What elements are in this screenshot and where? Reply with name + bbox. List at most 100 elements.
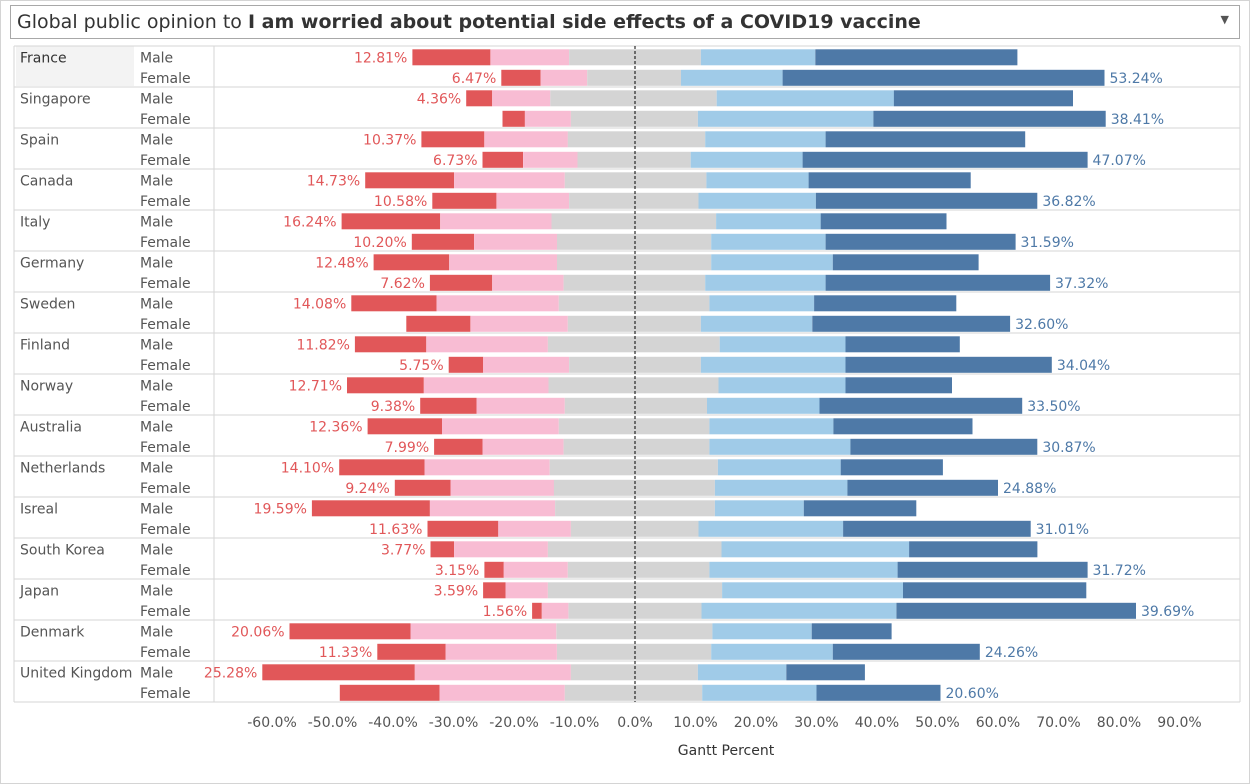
bar-segment-strong-agree[interactable] <box>825 131 1026 148</box>
bar-segment-disagree[interactable] <box>490 49 570 66</box>
bar-segment-neutral-neg[interactable] <box>570 110 635 127</box>
bar-segment-strong-agree[interactable] <box>897 561 1088 578</box>
bar-segment-strong-disagree[interactable] <box>420 397 477 414</box>
bar-segment-agree[interactable] <box>690 151 803 168</box>
bar-segment-strong-agree[interactable] <box>814 295 957 312</box>
bar-segment-neutral-neg[interactable] <box>563 438 635 455</box>
bar-segment-agree[interactable] <box>702 684 817 701</box>
bar-segment-neutral-pos[interactable] <box>635 192 699 209</box>
bar-segment-agree[interactable] <box>719 336 846 353</box>
bar-segment-agree[interactable] <box>712 623 812 640</box>
bar-segment-agree[interactable] <box>714 479 848 496</box>
bar-segment-disagree[interactable] <box>476 397 565 414</box>
bar-segment-strong-disagree[interactable] <box>354 336 427 353</box>
bar-segment-disagree[interactable] <box>440 213 552 230</box>
bar-segment-neutral-pos[interactable] <box>635 254 712 271</box>
bar-segment-disagree[interactable] <box>442 418 559 435</box>
bar-segment-strong-disagree[interactable] <box>373 254 450 271</box>
bar-segment-strong-agree[interactable] <box>847 479 998 496</box>
bar-segment-disagree[interactable] <box>454 172 565 189</box>
bar-segment-disagree[interactable] <box>541 602 569 619</box>
bar-segment-agree[interactable] <box>717 459 841 476</box>
bar-segment-neutral-neg[interactable] <box>553 479 635 496</box>
bar-segment-disagree[interactable] <box>483 356 569 373</box>
bar-segment-agree[interactable] <box>705 274 826 291</box>
bar-segment-neutral-neg[interactable] <box>567 561 635 578</box>
bar-segment-strong-agree[interactable] <box>811 623 892 640</box>
bar-segment-strong-disagree[interactable] <box>289 623 411 640</box>
bar-segment-disagree[interactable] <box>426 336 548 353</box>
bar-segment-strong-disagree[interactable] <box>448 356 484 373</box>
bar-segment-strong-disagree[interactable] <box>351 295 437 312</box>
bar-segment-neutral-neg[interactable] <box>567 131 635 148</box>
bar-segment-neutral-neg[interactable] <box>550 90 635 107</box>
bar-segment-neutral-pos[interactable] <box>635 233 712 250</box>
bar-segment-strong-agree[interactable] <box>786 664 865 681</box>
bar-segment-strong-disagree[interactable] <box>339 459 425 476</box>
bar-segment-neutral-neg[interactable] <box>569 49 635 66</box>
bar-segment-strong-agree[interactable] <box>896 602 1136 619</box>
bar-segment-disagree[interactable] <box>450 479 555 496</box>
bar-segment-neutral-neg[interactable] <box>564 684 635 701</box>
bar-segment-disagree[interactable] <box>540 69 588 86</box>
bar-segment-neutral-neg[interactable] <box>557 254 635 271</box>
bar-segment-agree[interactable] <box>711 254 833 271</box>
bar-segment-neutral-pos[interactable] <box>635 377 719 394</box>
bar-segment-disagree[interactable] <box>474 233 557 250</box>
bar-segment-agree[interactable] <box>700 49 816 66</box>
bar-segment-neutral-pos[interactable] <box>635 397 707 414</box>
bar-segment-neutral-pos[interactable] <box>635 336 720 353</box>
bar-segment-agree[interactable] <box>721 541 910 558</box>
bar-segment-strong-disagree[interactable] <box>411 233 475 250</box>
bar-segment-neutral-neg[interactable] <box>557 233 635 250</box>
bar-segment-disagree[interactable] <box>484 131 568 148</box>
bar-segment-disagree[interactable] <box>424 459 550 476</box>
bar-segment-neutral-pos[interactable] <box>635 684 703 701</box>
bar-segment-disagree[interactable] <box>470 315 568 332</box>
bar-segment-strong-disagree[interactable] <box>482 151 524 168</box>
bar-segment-strong-agree[interactable] <box>815 192 1038 209</box>
bar-segment-neutral-neg[interactable] <box>557 643 635 660</box>
bar-segment-strong-agree[interactable] <box>903 582 1087 599</box>
bar-segment-neutral-neg[interactable] <box>568 602 636 619</box>
bar-segment-neutral-pos[interactable] <box>635 520 699 537</box>
bar-segment-agree[interactable] <box>681 69 783 86</box>
bar-segment-strong-agree[interactable] <box>845 336 960 353</box>
bar-segment-neutral-pos[interactable] <box>635 418 710 435</box>
bar-segment-strong-disagree[interactable] <box>311 500 430 517</box>
bar-segment-strong-agree[interactable] <box>873 110 1106 127</box>
bar-segment-disagree[interactable] <box>429 500 556 517</box>
bar-segment-strong-disagree[interactable] <box>262 664 415 681</box>
bar-segment-strong-disagree[interactable] <box>406 315 471 332</box>
bar-segment-neutral-pos[interactable] <box>635 90 717 107</box>
bar-segment-disagree[interactable] <box>439 684 565 701</box>
bar-segment-strong-agree[interactable] <box>803 500 917 517</box>
bar-segment-neutral-pos[interactable] <box>635 49 701 66</box>
bar-segment-agree[interactable] <box>722 582 903 599</box>
bar-segment-strong-agree[interactable] <box>845 356 1052 373</box>
bar-segment-strong-agree[interactable] <box>843 520 1031 537</box>
bar-segment-neutral-pos[interactable] <box>635 582 723 599</box>
bar-segment-agree[interactable] <box>714 500 804 517</box>
bar-segment-neutral-neg[interactable] <box>569 192 635 209</box>
bar-segment-strong-agree[interactable] <box>802 151 1088 168</box>
bar-segment-disagree[interactable] <box>445 643 557 660</box>
bar-segment-strong-disagree[interactable] <box>429 274 493 291</box>
bar-segment-agree[interactable] <box>706 172 809 189</box>
bar-segment-strong-agree[interactable] <box>845 377 953 394</box>
bar-segment-neutral-neg[interactable] <box>569 356 635 373</box>
bar-segment-disagree[interactable] <box>503 561 568 578</box>
bar-segment-neutral-neg[interactable] <box>551 213 636 230</box>
bar-segment-neutral-pos[interactable] <box>635 110 698 127</box>
bar-segment-strong-disagree[interactable] <box>421 131 485 148</box>
bar-segment-strong-disagree[interactable] <box>532 602 542 619</box>
bar-segment-neutral-neg[interactable] <box>587 69 635 86</box>
bar-segment-disagree[interactable] <box>414 664 571 681</box>
bar-segment-strong-disagree[interactable] <box>432 192 497 209</box>
bar-segment-strong-disagree[interactable] <box>502 110 525 127</box>
bar-segment-disagree[interactable] <box>505 582 548 599</box>
bar-segment-neutral-neg[interactable] <box>548 377 636 394</box>
bar-segment-neutral-neg[interactable] <box>558 295 635 312</box>
bar-segment-neutral-neg[interactable] <box>564 397 635 414</box>
bar-segment-strong-agree[interactable] <box>850 438 1038 455</box>
